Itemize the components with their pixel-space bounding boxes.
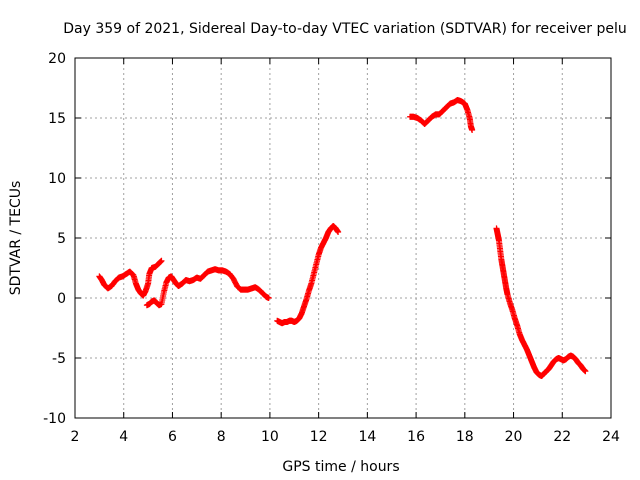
series-seg4 xyxy=(407,97,476,133)
x-tick-label: 18 xyxy=(456,429,474,445)
x-tick-label: 24 xyxy=(602,429,620,445)
x-tick-label: 14 xyxy=(358,429,376,445)
series-seg5 xyxy=(493,225,589,379)
data-point xyxy=(335,229,342,235)
x-tick-label: 22 xyxy=(553,429,571,445)
y-tick-label: -10 xyxy=(43,411,66,427)
axis-ticks xyxy=(74,57,612,419)
x-tick-label: 4 xyxy=(119,429,128,445)
x-tick-labels: 2 4 6 8 10 12 14 16 18 20 22 24 xyxy=(71,429,620,445)
y-tick-label: 0 xyxy=(57,291,66,307)
data-point xyxy=(582,368,589,375)
y-tick-label: 5 xyxy=(57,231,66,247)
series-seg3 xyxy=(274,223,342,327)
x-tick-label: 10 xyxy=(261,429,279,445)
x-tick-label: 8 xyxy=(217,429,226,445)
x-axis-label: GPS time / hours xyxy=(282,459,399,475)
x-tick-label: 20 xyxy=(505,429,523,445)
data-point xyxy=(158,257,165,264)
y-tick-label: 15 xyxy=(48,111,66,127)
y-tick-label: 20 xyxy=(48,51,66,67)
data-point xyxy=(469,127,476,133)
y-tick-label: -5 xyxy=(52,351,66,367)
x-tick-label: 16 xyxy=(407,429,425,445)
y-tick-label: 10 xyxy=(48,171,66,187)
y-axis-label: SDTVAR / TECUs xyxy=(8,181,24,296)
series-seg1 xyxy=(96,257,165,299)
x-tick-label: 2 xyxy=(71,429,80,445)
y-tick-labels: -10 -5 0 5 10 15 20 xyxy=(43,51,66,427)
series-seg2 xyxy=(143,266,272,309)
x-tick-label: 6 xyxy=(168,429,177,445)
chart-title: Day 359 of 2021, Sidereal Day-to-day VTE… xyxy=(63,21,626,37)
data-points xyxy=(96,97,589,379)
x-tick-label: 12 xyxy=(310,429,328,445)
data-point xyxy=(265,295,272,301)
